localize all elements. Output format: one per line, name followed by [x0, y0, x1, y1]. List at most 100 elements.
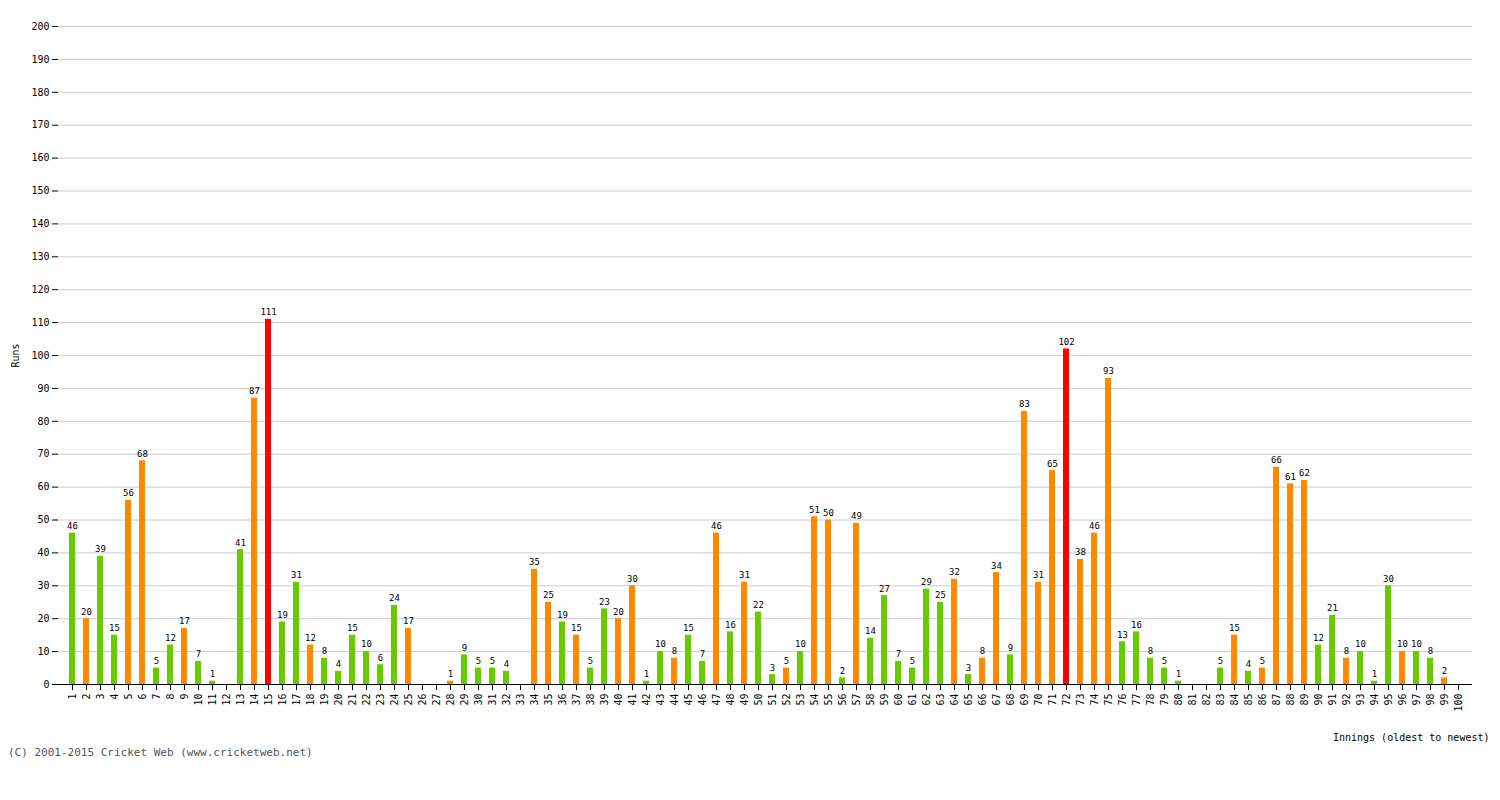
svg-text:66: 66 — [977, 694, 988, 706]
svg-text:80: 80 — [1173, 694, 1184, 706]
svg-text:15: 15 — [347, 623, 358, 633]
svg-text:58: 58 — [865, 694, 876, 706]
svg-text:83: 83 — [1019, 399, 1030, 409]
svg-text:31: 31 — [291, 570, 302, 580]
svg-text:5: 5 — [588, 656, 593, 666]
svg-text:15: 15 — [1229, 623, 1240, 633]
svg-text:15: 15 — [109, 623, 120, 633]
svg-text:84: 84 — [1229, 694, 1240, 706]
svg-text:200: 200 — [31, 21, 49, 32]
svg-text:29: 29 — [921, 577, 932, 587]
svg-text:27: 27 — [431, 694, 442, 706]
svg-text:2: 2 — [1442, 666, 1447, 676]
svg-text:43: 43 — [655, 694, 666, 706]
svg-text:87: 87 — [1271, 694, 1282, 706]
svg-text:59: 59 — [879, 694, 890, 706]
svg-text:20: 20 — [81, 607, 92, 617]
svg-text:5: 5 — [1260, 656, 1265, 666]
svg-text:86: 86 — [1257, 694, 1268, 706]
svg-text:14: 14 — [865, 626, 876, 636]
svg-text:73: 73 — [1075, 694, 1086, 706]
svg-text:48: 48 — [725, 694, 736, 706]
svg-text:85: 85 — [1243, 694, 1254, 706]
svg-text:15: 15 — [571, 623, 582, 633]
svg-text:1: 1 — [1176, 669, 1181, 679]
svg-text:5: 5 — [476, 656, 481, 666]
svg-text:38: 38 — [585, 694, 596, 706]
svg-text:63: 63 — [935, 694, 946, 706]
svg-text:46: 46 — [697, 694, 708, 706]
svg-text:93: 93 — [1103, 366, 1114, 376]
svg-text:62: 62 — [1299, 468, 1310, 478]
svg-text:27: 27 — [879, 584, 890, 594]
svg-text:36: 36 — [557, 694, 568, 706]
svg-text:10: 10 — [37, 646, 49, 657]
svg-text:14: 14 — [249, 694, 260, 706]
svg-text:54: 54 — [809, 694, 820, 706]
svg-text:97: 97 — [1411, 694, 1422, 706]
svg-text:57: 57 — [851, 694, 862, 706]
svg-text:34: 34 — [991, 561, 1002, 571]
svg-text:96: 96 — [1397, 694, 1408, 706]
svg-text:22: 22 — [361, 694, 372, 706]
svg-text:5: 5 — [784, 656, 789, 666]
svg-text:37: 37 — [571, 694, 582, 706]
svg-text:35: 35 — [543, 694, 554, 706]
svg-text:50: 50 — [37, 514, 49, 525]
svg-text:4: 4 — [336, 659, 341, 669]
svg-text:69: 69 — [1019, 694, 1030, 706]
svg-text:18: 18 — [305, 694, 316, 706]
svg-text:47: 47 — [711, 694, 722, 706]
svg-text:55: 55 — [823, 694, 834, 706]
svg-text:71: 71 — [1047, 694, 1058, 706]
svg-text:6: 6 — [378, 653, 383, 663]
svg-text:1: 1 — [210, 669, 215, 679]
svg-text:12: 12 — [165, 633, 176, 643]
svg-text:90: 90 — [1313, 694, 1324, 706]
svg-text:26: 26 — [417, 694, 428, 706]
svg-text:1: 1 — [644, 669, 649, 679]
svg-text:25: 25 — [935, 590, 946, 600]
svg-text:56: 56 — [123, 488, 134, 498]
svg-text:46: 46 — [711, 521, 722, 531]
svg-text:51: 51 — [809, 505, 820, 515]
svg-text:52: 52 — [781, 694, 792, 706]
svg-text:12: 12 — [1313, 633, 1324, 643]
svg-text:160: 160 — [31, 152, 49, 163]
svg-text:130: 130 — [31, 251, 49, 262]
svg-text:5: 5 — [123, 694, 134, 700]
svg-text:16: 16 — [1131, 620, 1142, 630]
svg-text:42: 42 — [641, 694, 652, 706]
svg-text:10: 10 — [193, 694, 204, 706]
svg-text:30: 30 — [473, 694, 484, 706]
svg-text:32: 32 — [501, 694, 512, 706]
svg-text:21: 21 — [1327, 603, 1338, 613]
svg-text:15: 15 — [263, 694, 274, 706]
svg-text:70: 70 — [37, 448, 49, 459]
svg-text:8: 8 — [672, 646, 677, 656]
svg-text:102: 102 — [1058, 337, 1074, 347]
svg-text:75: 75 — [1103, 694, 1114, 706]
svg-text:15: 15 — [683, 623, 694, 633]
svg-text:2: 2 — [840, 666, 845, 676]
svg-text:23: 23 — [375, 694, 386, 706]
svg-text:100: 100 — [1453, 694, 1464, 712]
svg-text:32: 32 — [949, 567, 960, 577]
svg-text:16: 16 — [277, 694, 288, 706]
svg-text:1: 1 — [1372, 669, 1377, 679]
svg-text:31: 31 — [1033, 570, 1044, 580]
svg-text:94: 94 — [1369, 694, 1380, 706]
svg-text:5: 5 — [910, 656, 915, 666]
svg-text:88: 88 — [1285, 694, 1296, 706]
svg-text:68: 68 — [137, 449, 148, 459]
svg-text:25: 25 — [543, 590, 554, 600]
svg-text:150: 150 — [31, 185, 49, 196]
svg-text:45: 45 — [683, 694, 694, 706]
svg-text:53: 53 — [795, 694, 806, 706]
svg-text:19: 19 — [319, 694, 330, 706]
svg-text:67: 67 — [991, 694, 1002, 706]
svg-text:81: 81 — [1187, 694, 1198, 706]
svg-text:8: 8 — [1148, 646, 1153, 656]
svg-text:1: 1 — [448, 669, 453, 679]
svg-text:60: 60 — [893, 694, 904, 706]
